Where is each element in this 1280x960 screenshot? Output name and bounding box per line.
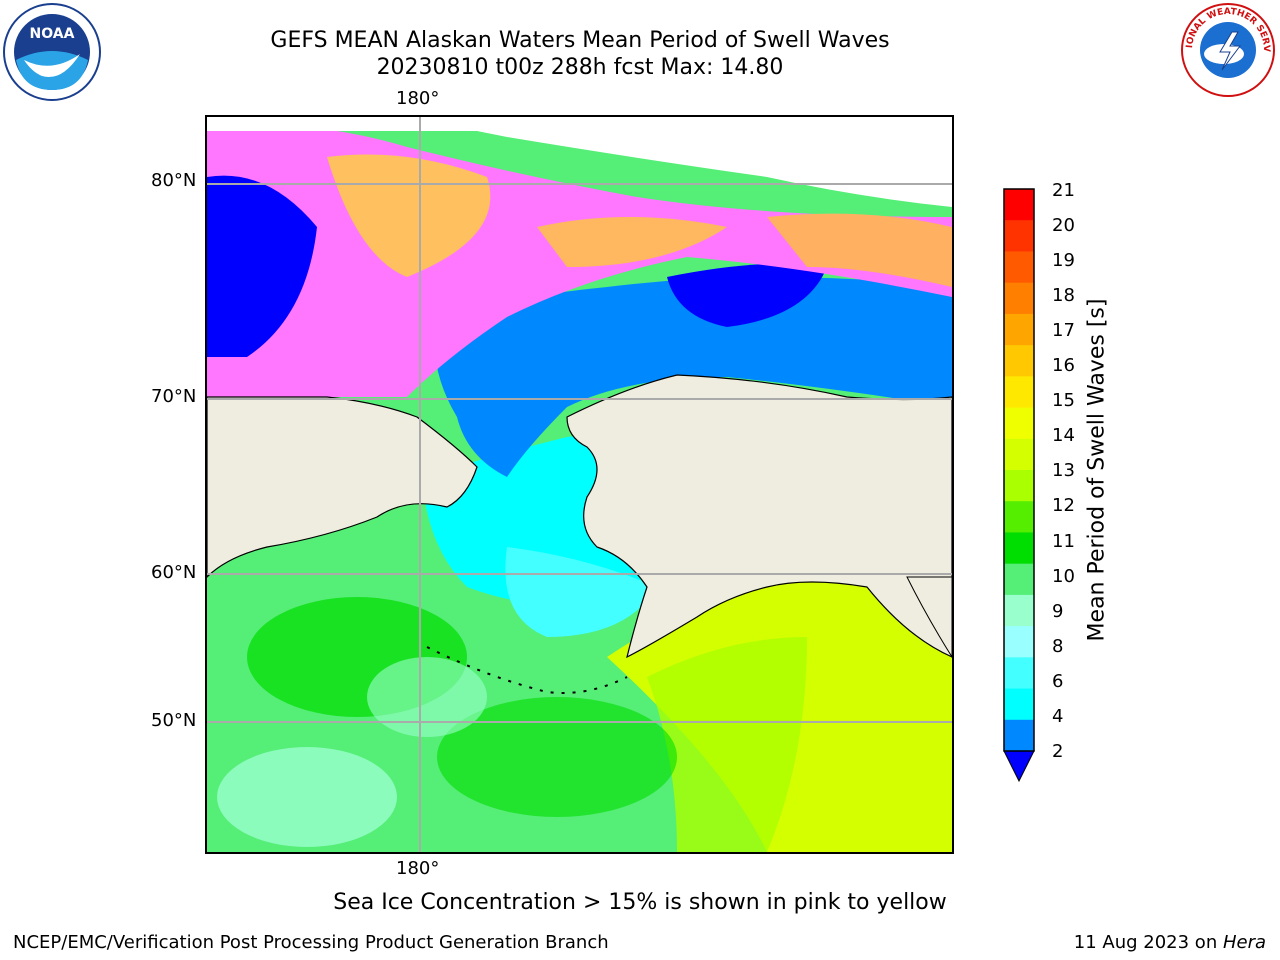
- colorbar-segment: [1004, 719, 1034, 752]
- footer-branch: NCEP/EMC/Verification Post Processing Pr…: [13, 932, 609, 953]
- colorbar-tick-16: 16: [1052, 355, 1075, 376]
- colorbar-tick-13: 13: [1052, 460, 1075, 481]
- lat-label-80: 80°N: [151, 170, 197, 191]
- colorbar-segment: [1004, 470, 1034, 502]
- colorbar-segment: [1004, 563, 1034, 596]
- map-plot-area: [205, 115, 954, 854]
- colorbar-segment: [1004, 688, 1034, 721]
- colorbar-tick-14: 14: [1052, 425, 1075, 446]
- plot-subtitle: 20230810 t00z 288h fcst Max: 14.80: [376, 55, 784, 80]
- noaa-logo: NOAA: [2, 2, 102, 102]
- colorbar-tick-6: 6: [1052, 671, 1064, 692]
- colorbar-tick-8: 8: [1052, 636, 1064, 657]
- colorbar-tick-12: 12: [1052, 495, 1075, 516]
- colorbar-tick-4: 4: [1052, 706, 1064, 727]
- colorbar-segment: [1004, 345, 1034, 377]
- colorbar-tick-18: 18: [1052, 285, 1075, 306]
- colorbar-tick-11: 11: [1052, 531, 1075, 552]
- plot-title: GEFS MEAN Alaskan Waters Mean Period of …: [270, 28, 890, 53]
- colorbar-tick-9: 9: [1052, 601, 1064, 622]
- colorbar-tick-10: 10: [1052, 566, 1075, 587]
- colorbar-tick-21: 21: [1052, 180, 1075, 201]
- lon-label-top: 180°: [396, 88, 440, 109]
- footer-host: Hera: [1222, 932, 1266, 953]
- colorbar-tick-20: 20: [1052, 215, 1075, 236]
- colorbar-segment: [1004, 501, 1034, 533]
- colorbar-tick-2: 2: [1052, 741, 1064, 762]
- lat-label-50: 50°N: [151, 710, 197, 731]
- nws-logo: NATIONAL WEATHER SERVICE: [1176, 0, 1276, 98]
- colorbar-extend-triangle: [1003, 750, 1035, 783]
- colorbar-segment: [1004, 626, 1034, 658]
- svg-text:NOAA: NOAA: [30, 26, 75, 42]
- colorbar-segment: [1004, 532, 1034, 565]
- colorbar-segment: [1004, 594, 1034, 627]
- colorbar-segment: [1004, 376, 1034, 409]
- colorbar-segment: [1004, 189, 1034, 221]
- colorbar-segment: [1004, 313, 1034, 346]
- colorbar-segment: [1004, 407, 1034, 440]
- siberia-land: [207, 396, 478, 578]
- colorbar-tick-15: 15: [1052, 390, 1075, 411]
- lon-label-bottom: 180°: [396, 858, 440, 879]
- lat-label-60: 60°N: [151, 562, 197, 583]
- colorbar-tick-19: 19: [1052, 250, 1075, 271]
- colorbar-segment: [1004, 282, 1034, 315]
- footer-date-text: 11 Aug 2023 on: [1073, 932, 1223, 953]
- colorbar-tick-17: 17: [1052, 320, 1075, 341]
- colorbar-segment: [1004, 220, 1034, 252]
- lat-label-70: 70°N: [151, 386, 197, 407]
- colorbar-segment: [1004, 438, 1034, 471]
- alaska-land: [566, 374, 952, 659]
- colorbar-label: Mean Period of Swell Waves [s]: [1084, 298, 1110, 642]
- graticule: [207, 117, 952, 852]
- colorbar-segment: [1004, 251, 1034, 284]
- sea-ice-caption: Sea Ice Concentration > 15% is shown in …: [333, 890, 947, 915]
- colorbar-segment: [1004, 657, 1034, 690]
- colorbar: [1003, 188, 1035, 783]
- footer-date: 11 Aug 2023 on Hera: [1074, 932, 1266, 953]
